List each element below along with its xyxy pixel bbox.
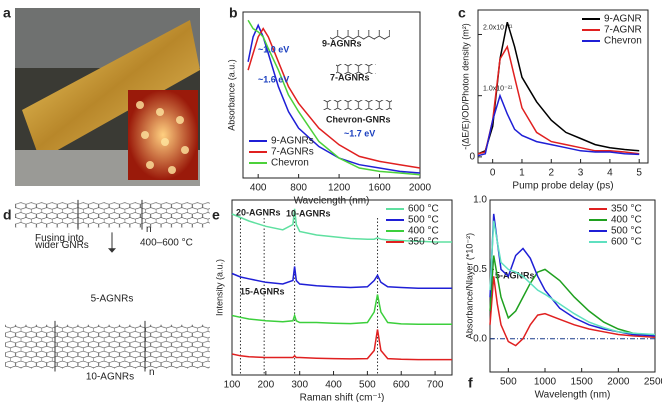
- label: 400–600 °C: [140, 237, 193, 248]
- y-tick-label: 2.0x10⁻²¹: [483, 24, 513, 31]
- label: wider GNRs: [34, 240, 89, 251]
- x-tick-label: 1000: [534, 377, 557, 388]
- legend-label: 600 °C: [611, 237, 642, 248]
- series-line: [231, 266, 452, 289]
- series-line: [489, 220, 656, 336]
- series-line: [477, 93, 640, 157]
- y-axis-label: Absorbance (a.u.): [226, 59, 236, 131]
- series-line: [231, 294, 452, 326]
- molecule-sketch: [322, 100, 392, 110]
- annotation: 9-AGNRs: [322, 38, 362, 48]
- molecule-sketch: [330, 30, 390, 40]
- x-tick-label: 500: [500, 377, 517, 388]
- series-line: [489, 255, 656, 337]
- plot-frame: [242, 11, 421, 179]
- series-line: [231, 329, 452, 361]
- y-tick-label: 1.0x10⁻²¹: [483, 86, 513, 93]
- x-tick-label: 300: [291, 380, 308, 391]
- x-tick-label: 500: [359, 380, 376, 391]
- x-tick-label: 2000: [409, 183, 432, 194]
- legend-label: 400 °C: [408, 226, 439, 237]
- annotation: ~1.7 eV: [344, 128, 375, 138]
- x-tick-label: 100: [224, 380, 241, 391]
- series-line: [247, 19, 421, 176]
- y-axis-label: Absorbance/Nlayer (*10⁻²): [464, 233, 474, 339]
- panel-label: e: [212, 207, 220, 223]
- x-axis-label: Raman shift (cm⁻¹): [300, 393, 385, 402]
- plot-frame: [477, 9, 649, 164]
- panel-label: f: [468, 375, 473, 391]
- legend-label: 500 °C: [408, 215, 439, 226]
- annotation: 20-AGNRs: [236, 207, 281, 217]
- legend-label: 600 °C: [408, 204, 439, 215]
- legend-label: 350 °C: [611, 204, 642, 215]
- photo: [15, 8, 200, 186]
- panel-label: d: [3, 207, 12, 223]
- series-line: [489, 276, 656, 347]
- plot: 0 1 2 3 4 5 0 1.0x10⁻²¹ 2.0x10⁻²¹ Pump probe dela…: [460, 9, 649, 192]
- x-axis-label: Wavelength (nm): [535, 390, 611, 401]
- legend-label: 9-AGNRs: [271, 136, 314, 147]
- x-tick-label: 1200: [328, 183, 351, 194]
- annotation: ~1.0 eV: [258, 44, 289, 54]
- series-line: [489, 213, 656, 337]
- x-tick-label: 0: [490, 168, 496, 179]
- legend-label: 7-AGNR: [604, 25, 642, 36]
- gnr-diagram: 5-AGNRs n Fusing into wider GNRs 400–600…: [5, 199, 210, 383]
- annotation: 10-AGNRs: [286, 208, 331, 218]
- plot: 400 800 1200 1600 2000 Wavelength (nm) Absorba…: [226, 11, 432, 207]
- label: 5-AGNRs: [91, 294, 134, 305]
- x-tick-label: 2000: [607, 377, 630, 388]
- annotation: 7-AGNRs: [330, 72, 370, 82]
- label: Fusing into: [35, 233, 84, 244]
- annotation: ~1.6 eV: [258, 74, 289, 84]
- series-line: [477, 44, 640, 155]
- legend-label: 500 °C: [611, 226, 642, 237]
- annotation: Chevron-GNRs: [326, 114, 391, 124]
- x-tick-label: 5: [636, 168, 642, 179]
- label: n: [146, 224, 152, 235]
- molecule-sketch: [336, 64, 376, 74]
- x-tick-label: 4: [607, 168, 613, 179]
- y-tick-label: 0: [469, 152, 475, 163]
- x-tick-label: 400: [325, 380, 342, 391]
- x-tick-label: 1500: [571, 377, 594, 388]
- x-axis-label: Pump probe delay (ps): [512, 181, 613, 192]
- y-tick-label: 0.5: [473, 264, 487, 275]
- series-line: [247, 23, 421, 174]
- annotation: 5-AGNRs: [495, 270, 535, 280]
- legend-label: 350 °C: [408, 237, 439, 248]
- x-tick-label: 800: [290, 183, 307, 194]
- x-tick-label: 1600: [368, 183, 391, 194]
- x-tick-label: 3: [578, 168, 584, 179]
- legend-label: 400 °C: [611, 215, 642, 226]
- x-tick-label: 2: [548, 168, 554, 179]
- label: n: [149, 367, 155, 378]
- panel-label: a: [3, 5, 11, 21]
- label: 10-AGNRs: [86, 372, 134, 383]
- x-tick-label: 700: [427, 380, 444, 391]
- x-axis-label: Wavelength (nm): [294, 196, 370, 207]
- x-tick-label: 200: [258, 380, 275, 391]
- legend-label: Chevron: [604, 36, 642, 47]
- y-axis-label: -(ΔE/E)/OD/Photon density (m²): [460, 23, 470, 150]
- panel-label: c: [458, 5, 466, 21]
- y-tick-label: 0.0: [473, 333, 487, 344]
- panel-label: b: [229, 5, 238, 21]
- legend-label: 7-AGNRs: [271, 147, 314, 158]
- x-tick-label: 1: [519, 168, 525, 179]
- legend-label: Chevron: [271, 158, 309, 169]
- legend-label: 9-AGNR: [604, 14, 642, 25]
- x-tick-label: 400: [250, 183, 267, 194]
- annotation: 15-AGNRs: [240, 286, 285, 296]
- series-line: [247, 27, 421, 169]
- plot: 100 200 300 400 500 600 700 Raman shift (cm⁻¹) I…: [214, 199, 535, 402]
- y-axis-label: Intensity (a.u.): [214, 259, 224, 316]
- y-tick-label: 1.0: [473, 195, 487, 206]
- x-tick-label: 600: [393, 380, 410, 391]
- series-line: [231, 208, 452, 243]
